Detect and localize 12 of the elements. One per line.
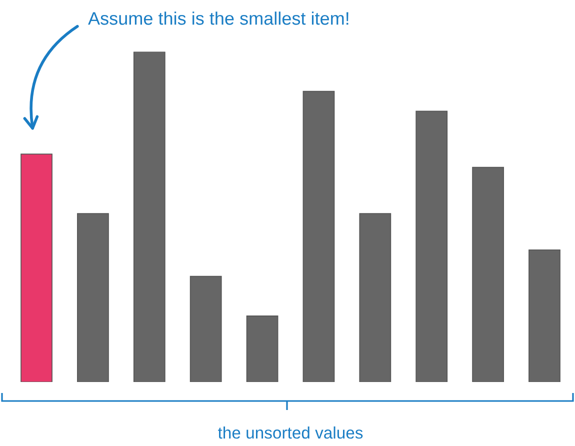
bar — [77, 213, 109, 382]
x-axis-title: the unsorted values — [218, 426, 363, 439]
bar — [472, 166, 504, 382]
text: Assume this is the smallest item! — [88, 12, 348, 25]
bar — [133, 52, 166, 382]
bar — [302, 90, 335, 382]
bar — [190, 276, 222, 382]
bar — [359, 213, 392, 382]
bar — [416, 110, 448, 382]
bar — [246, 316, 278, 382]
bar — [20, 154, 52, 382]
bar — [528, 249, 560, 382]
